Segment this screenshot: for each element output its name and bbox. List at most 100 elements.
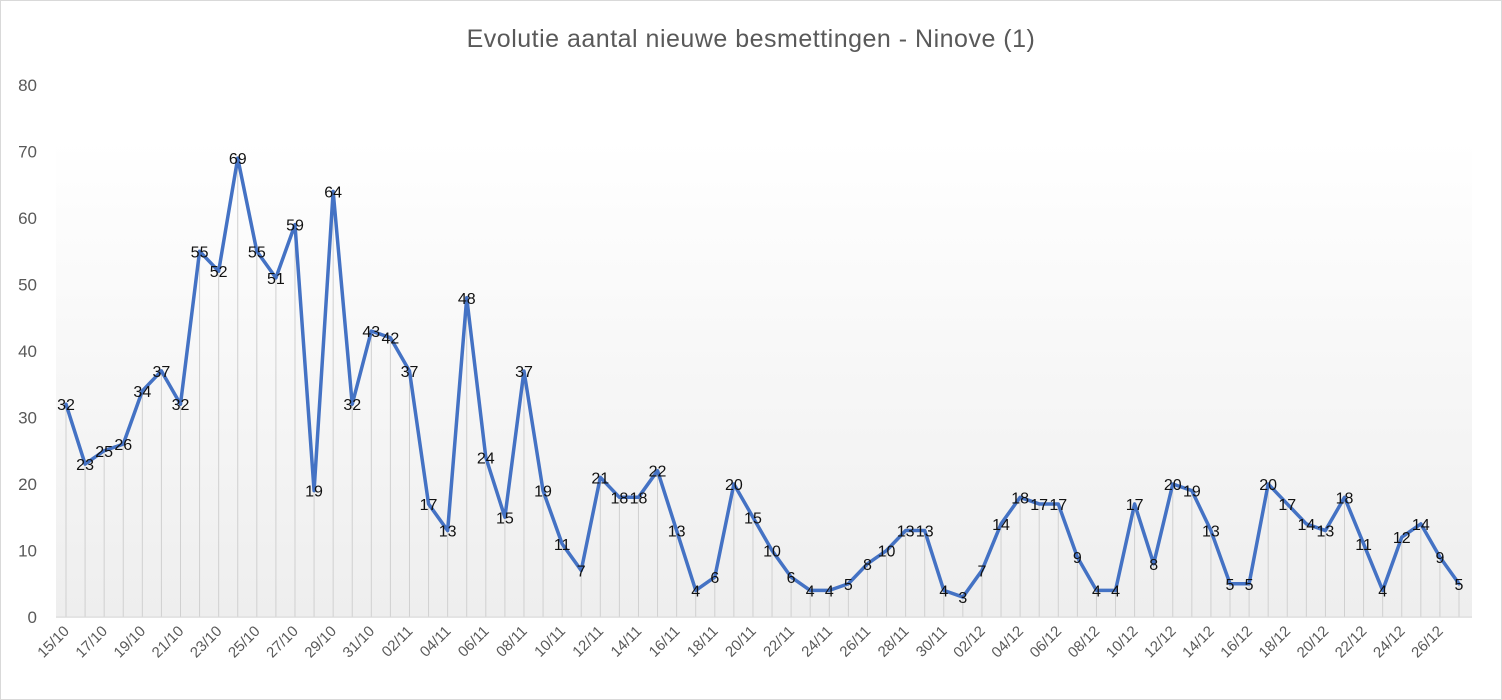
data-label: 4 — [939, 583, 948, 600]
data-label: 51 — [267, 271, 285, 288]
x-tick-label: 14/11 — [608, 623, 646, 661]
data-label: 17 — [1049, 497, 1067, 514]
y-tick-label: 0 — [28, 608, 37, 627]
x-tick-label: 19/10 — [111, 623, 150, 662]
data-label: 4 — [825, 583, 834, 600]
data-label: 17 — [1126, 497, 1144, 514]
y-tick-label: 30 — [18, 409, 37, 428]
data-label: 17 — [1278, 497, 1296, 514]
x-tick-label: 16/12 — [1217, 623, 1256, 662]
x-tick-label: 02/11 — [379, 623, 417, 661]
y-tick-label: 10 — [18, 542, 37, 561]
data-label: 11 — [1355, 537, 1372, 554]
data-label: 59 — [286, 218, 304, 235]
data-label: 20 — [1164, 477, 1182, 494]
data-label: 18 — [610, 490, 628, 507]
x-tick-label: 02/12 — [950, 623, 989, 662]
x-tick-label: 22/11 — [760, 623, 798, 661]
data-label: 17 — [1030, 497, 1048, 514]
data-label: 19 — [1183, 484, 1201, 501]
data-label: 13 — [916, 524, 934, 541]
x-tick-label: 14/12 — [1179, 623, 1218, 662]
data-label: 17 — [420, 497, 438, 514]
data-label: 69 — [229, 151, 247, 168]
data-label: 32 — [343, 397, 361, 414]
data-label: 34 — [133, 384, 151, 401]
data-label: 4 — [1092, 583, 1101, 600]
x-tick-label: 25/10 — [225, 623, 264, 662]
data-label: 14 — [1412, 517, 1430, 534]
data-label: 3 — [958, 590, 967, 607]
data-label: 4 — [806, 583, 815, 600]
data-label: 32 — [57, 397, 75, 414]
x-tick-label: 08/11 — [493, 623, 531, 661]
data-label: 13 — [897, 524, 915, 541]
data-label: 19 — [305, 484, 323, 501]
data-label: 6 — [787, 570, 796, 587]
data-label: 18 — [630, 490, 648, 507]
x-tick-label: 04/11 — [417, 623, 455, 661]
data-label: 15 — [496, 510, 514, 527]
data-label: 55 — [248, 244, 266, 261]
y-tick-label: 50 — [18, 276, 37, 295]
data-label: 5 — [844, 577, 853, 594]
x-tick-label: 26/12 — [1408, 623, 1447, 662]
x-tick-label: 20/11 — [722, 623, 760, 661]
data-label: 23 — [76, 457, 94, 474]
data-label: 4 — [1378, 583, 1387, 600]
data-label: 52 — [210, 264, 228, 281]
data-label: 10 — [878, 544, 896, 561]
data-label: 8 — [863, 557, 872, 574]
data-label: 5 — [1455, 577, 1464, 594]
data-label: 9 — [1073, 550, 1082, 567]
x-tick-label: 21/10 — [149, 623, 188, 662]
data-label: 43 — [362, 324, 380, 341]
data-label: 8 — [1149, 557, 1158, 574]
data-label: 13 — [1317, 524, 1335, 541]
data-label: 13 — [1202, 524, 1220, 541]
x-tick-label: 31/10 — [340, 623, 379, 662]
x-tick-label: 24/12 — [1370, 623, 1409, 662]
x-tick-label: 30/11 — [913, 623, 951, 661]
x-tick-label: 18/11 — [684, 623, 722, 661]
series-line — [64, 156, 1461, 599]
data-label: 32 — [172, 397, 190, 414]
data-label: 64 — [324, 184, 342, 201]
x-tick-label: 24/11 — [798, 623, 836, 661]
x-tick-label: 16/11 — [646, 623, 684, 661]
data-label: 13 — [439, 524, 457, 541]
data-label: 21 — [591, 470, 609, 487]
x-tick-label: 18/12 — [1256, 623, 1295, 662]
x-tick-label: 12/12 — [1141, 623, 1180, 662]
data-label: 26 — [114, 437, 132, 454]
x-tick-label: 20/12 — [1294, 623, 1333, 662]
data-label: 25 — [95, 444, 113, 461]
y-axis: 0 10 20 30 40 50 60 70 80 — [18, 76, 37, 627]
x-tick-label: 06/11 — [455, 623, 493, 661]
x-axis: 15/10 17/10 19/10 21/10 23/10 25/10 27/10 29/10… — [34, 623, 1446, 662]
data-label: 18 — [1011, 490, 1029, 507]
data-label: 24 — [477, 450, 495, 467]
data-label: 18 — [1336, 490, 1354, 507]
data-label: 10 — [763, 544, 781, 561]
data-label: 14 — [992, 517, 1010, 534]
x-tick-label: 06/12 — [1027, 623, 1066, 662]
data-label: 13 — [668, 524, 686, 541]
x-tick-label: 04/12 — [988, 623, 1027, 662]
data-label: 37 — [515, 364, 533, 381]
x-tick-label: 29/10 — [301, 623, 340, 662]
chart-title: Evolutie aantal nieuwe besmettingen - Ni… — [466, 25, 1036, 53]
data-label: 11 — [554, 537, 571, 554]
data-label: 7 — [577, 563, 586, 580]
data-label: 4 — [691, 583, 700, 600]
data-label: 6 — [710, 570, 719, 587]
y-tick-label: 40 — [18, 342, 37, 361]
x-tick-label: 27/10 — [263, 623, 302, 662]
data-label: 5 — [1245, 577, 1254, 594]
y-tick-label: 60 — [18, 209, 37, 228]
x-tick-label: 08/12 — [1065, 623, 1104, 662]
y-tick-label: 20 — [18, 475, 37, 494]
data-label: 15 — [744, 510, 762, 527]
